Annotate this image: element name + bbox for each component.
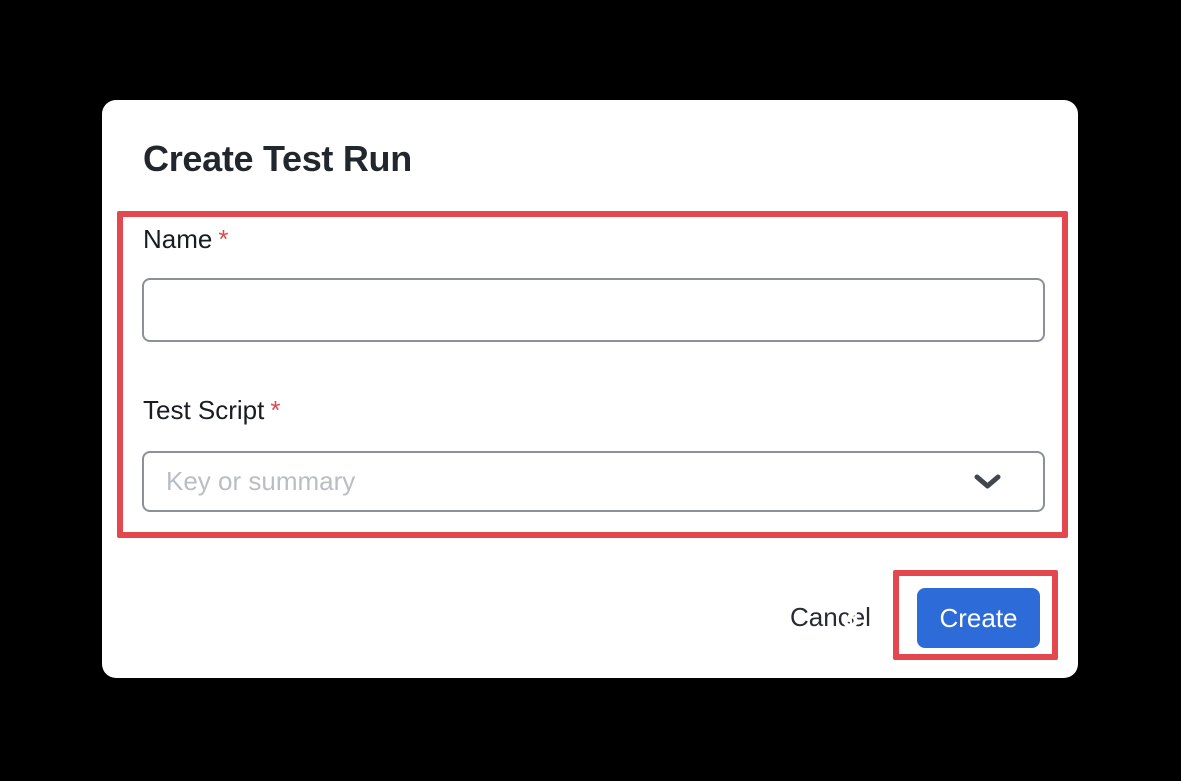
- dialog-header: Create Test Run 2: [143, 131, 500, 187]
- chevron-down-icon: [974, 474, 1001, 490]
- test-script-field-label: Test Script *: [143, 393, 281, 427]
- create-button[interactable]: Create: [917, 588, 1040, 648]
- test-script-label-text: Test Script: [143, 395, 265, 425]
- dialog-title: Create Test Run: [143, 138, 412, 179]
- required-asterisk: *: [218, 224, 229, 254]
- cancel-button[interactable]: Cancel: [790, 599, 871, 635]
- name-input[interactable]: [142, 278, 1045, 342]
- name-field-label: Name *: [143, 222, 228, 256]
- test-script-select-placeholder: Key or summary: [166, 466, 356, 496]
- required-asterisk: *: [270, 395, 281, 425]
- name-label-text: Name: [143, 224, 213, 254]
- create-test-run-dialog: Create Test Run 2 Name * Test Script * Key…: [102, 100, 1078, 678]
- annotation-step-3-badge: 3: [841, 598, 860, 634]
- test-script-select[interactable]: Key or summary: [142, 451, 1045, 512]
- annotation-step-2-badge: 2: [463, 141, 482, 176]
